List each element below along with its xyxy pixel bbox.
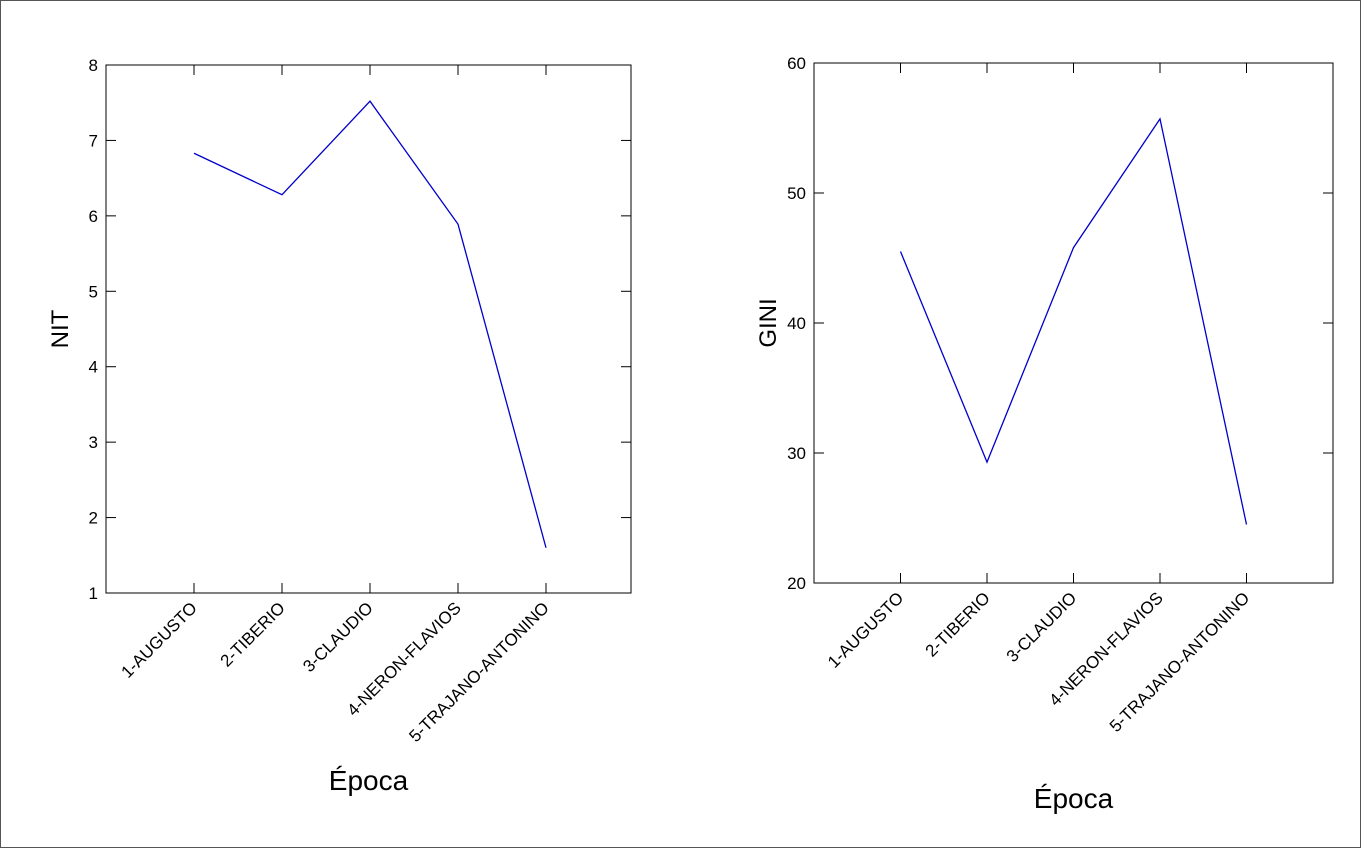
x-axis-title: Época: [1034, 783, 1114, 814]
series-line: [193, 100, 547, 548]
y-tick-label: 6: [89, 207, 98, 226]
y-tick-label: 40: [787, 314, 806, 333]
y-tick-label: 30: [787, 444, 806, 463]
series-line: [899, 117, 1248, 525]
y-tick-label: 1: [89, 584, 98, 603]
y-tick-label: 20: [787, 574, 806, 593]
y-tick-label: 4: [89, 358, 98, 377]
x-axis-title: Época: [329, 765, 409, 796]
y-tick-label: 2: [89, 509, 98, 528]
y-axis-title: NIT: [47, 309, 74, 348]
y-tick-label: 7: [89, 131, 98, 150]
y-tick-label: 60: [787, 54, 806, 73]
y-tick-label: 8: [89, 56, 98, 75]
y-axis-title: GINI: [755, 298, 782, 347]
plot-area-border: [105, 64, 632, 594]
y-tick-label: 50: [787, 184, 806, 203]
y-tick-label: 5: [89, 282, 98, 301]
y-tick-label: 3: [89, 433, 98, 452]
